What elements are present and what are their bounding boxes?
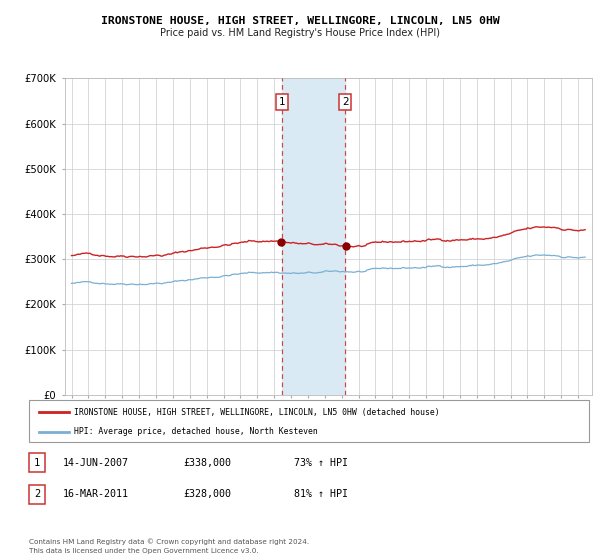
- Text: 1: 1: [278, 97, 285, 107]
- Text: 1: 1: [34, 458, 40, 468]
- Text: Price paid vs. HM Land Registry's House Price Index (HPI): Price paid vs. HM Land Registry's House …: [160, 28, 440, 38]
- Text: £338,000: £338,000: [183, 458, 231, 468]
- Text: 73% ↑ HPI: 73% ↑ HPI: [294, 458, 348, 468]
- Text: 81% ↑ HPI: 81% ↑ HPI: [294, 489, 348, 500]
- Text: £328,000: £328,000: [183, 489, 231, 500]
- Text: 14-JUN-2007: 14-JUN-2007: [63, 458, 129, 468]
- Text: HPI: Average price, detached house, North Kesteven: HPI: Average price, detached house, Nort…: [74, 427, 317, 436]
- Text: This data is licensed under the Open Government Licence v3.0.: This data is licensed under the Open Gov…: [29, 548, 259, 554]
- Text: 2: 2: [34, 489, 40, 500]
- FancyBboxPatch shape: [29, 453, 45, 472]
- Text: IRONSTONE HOUSE, HIGH STREET, WELLINGORE, LINCOLN, LN5 0HW (detached house): IRONSTONE HOUSE, HIGH STREET, WELLINGORE…: [74, 408, 439, 417]
- Text: 2: 2: [342, 97, 349, 107]
- Bar: [282, 78, 345, 395]
- FancyBboxPatch shape: [29, 485, 45, 504]
- Text: 16-MAR-2011: 16-MAR-2011: [63, 489, 129, 500]
- Text: Contains HM Land Registry data © Crown copyright and database right 2024.: Contains HM Land Registry data © Crown c…: [29, 539, 309, 545]
- Text: IRONSTONE HOUSE, HIGH STREET, WELLINGORE, LINCOLN, LN5 0HW: IRONSTONE HOUSE, HIGH STREET, WELLINGORE…: [101, 16, 499, 26]
- FancyBboxPatch shape: [29, 400, 589, 442]
